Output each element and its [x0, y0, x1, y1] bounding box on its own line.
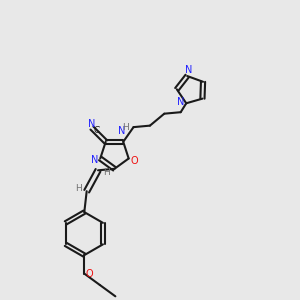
Text: N: N — [88, 119, 96, 129]
Text: N: N — [185, 65, 192, 75]
Text: N: N — [177, 97, 184, 107]
Text: N: N — [91, 155, 98, 165]
Text: C: C — [93, 126, 99, 135]
Text: H: H — [75, 184, 82, 193]
Text: N: N — [118, 127, 125, 136]
Text: H: H — [103, 168, 110, 177]
Text: O: O — [131, 156, 138, 166]
Text: O: O — [85, 268, 93, 279]
Text: H: H — [123, 123, 129, 132]
